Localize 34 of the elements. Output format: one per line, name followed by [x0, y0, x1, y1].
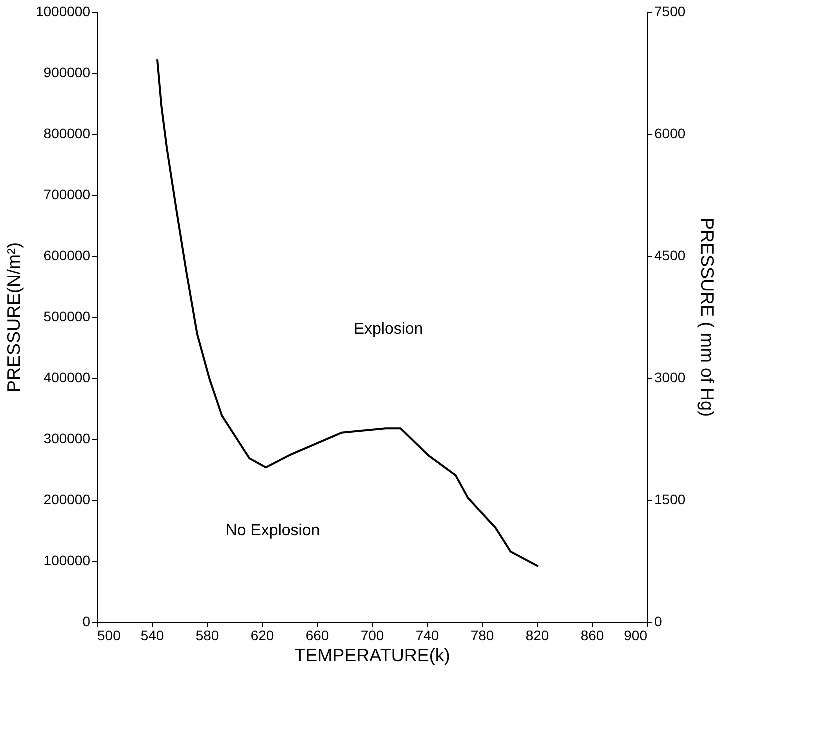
x-tick-label: 540 [140, 628, 164, 644]
x-tick-label: 620 [250, 628, 274, 644]
y2-tick-label: 7500 [654, 4, 686, 20]
x-axis-title: TEMPERATURE(k) [294, 646, 450, 666]
x-tick-label: 860 [580, 628, 604, 644]
y2-tick-label: 0 [654, 614, 662, 630]
y-tick-label: 300000 [44, 430, 91, 446]
y-tick-label: 800000 [44, 126, 91, 142]
x-tick-label: 820 [526, 628, 550, 644]
y-tick-label: 600000 [44, 248, 91, 264]
annotation: Explosion [354, 321, 424, 338]
line-series [156, 58, 540, 568]
y-tick-label: 700000 [44, 186, 91, 202]
y2-tick-label: 6000 [654, 126, 686, 142]
y-tick-label: 200000 [44, 492, 91, 508]
annotation: No Explosion [226, 522, 320, 540]
x-tick-label: 780 [470, 628, 494, 644]
y2-axis-title: PRESSURE ( mm of Hg) [698, 218, 718, 418]
y-tick-label: 0 [82, 614, 91, 630]
y2-tick-label: 1500 [654, 492, 686, 508]
y2-tick-label: 4500 [654, 248, 686, 264]
x-tick-label: 740 [416, 628, 440, 644]
y-tick-label: 500000 [44, 308, 91, 324]
x-tick-label: 900 [624, 628, 648, 644]
y-tick-label: 900000 [44, 64, 91, 80]
y-axis-title: PRESSURE(N/m²) [4, 242, 24, 393]
x-tick-label: 700 [360, 628, 384, 644]
y-tick-label: 400000 [44, 370, 91, 386]
x-tick-label: 660 [306, 628, 330, 644]
y-tick-label: 1000000 [36, 4, 91, 20]
x-tick-label: 580 [196, 628, 220, 644]
y2-tick-label: 3000 [654, 370, 686, 386]
y-tick-label: 100000 [44, 552, 91, 568]
x-tick-label: 500 [98, 628, 122, 644]
